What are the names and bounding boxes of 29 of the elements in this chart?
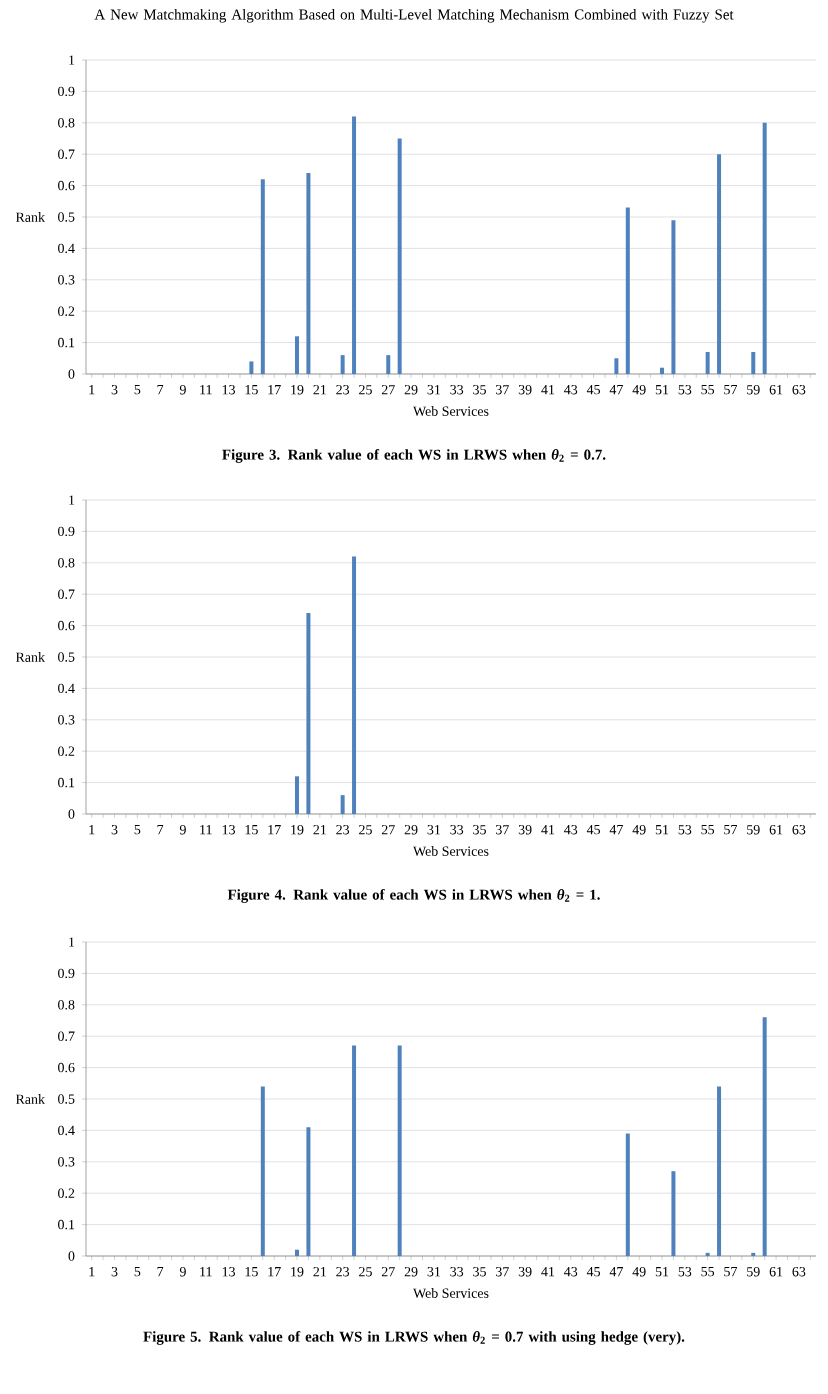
bar [306, 173, 311, 374]
bar [397, 1045, 402, 1256]
bar [671, 1171, 676, 1256]
bar [625, 207, 630, 374]
bar [762, 122, 767, 374]
bar [260, 1086, 265, 1256]
bar [386, 355, 391, 374]
bar [295, 336, 300, 374]
bar [751, 352, 756, 374]
bar [352, 1045, 357, 1256]
bar [249, 361, 254, 374]
bar [295, 776, 300, 814]
bar [306, 613, 311, 814]
bar [306, 1127, 311, 1256]
bar [705, 352, 710, 374]
bar [352, 116, 357, 374]
bar [762, 1017, 767, 1256]
bar [352, 556, 357, 814]
bar [671, 220, 676, 374]
bar [397, 138, 402, 374]
bar [260, 179, 265, 374]
bar [614, 358, 619, 374]
bar [660, 367, 665, 374]
bar [340, 355, 345, 374]
bar [717, 154, 722, 374]
bar [717, 1086, 722, 1256]
bar [625, 1133, 630, 1256]
bar [340, 795, 345, 814]
bar [295, 1249, 300, 1256]
